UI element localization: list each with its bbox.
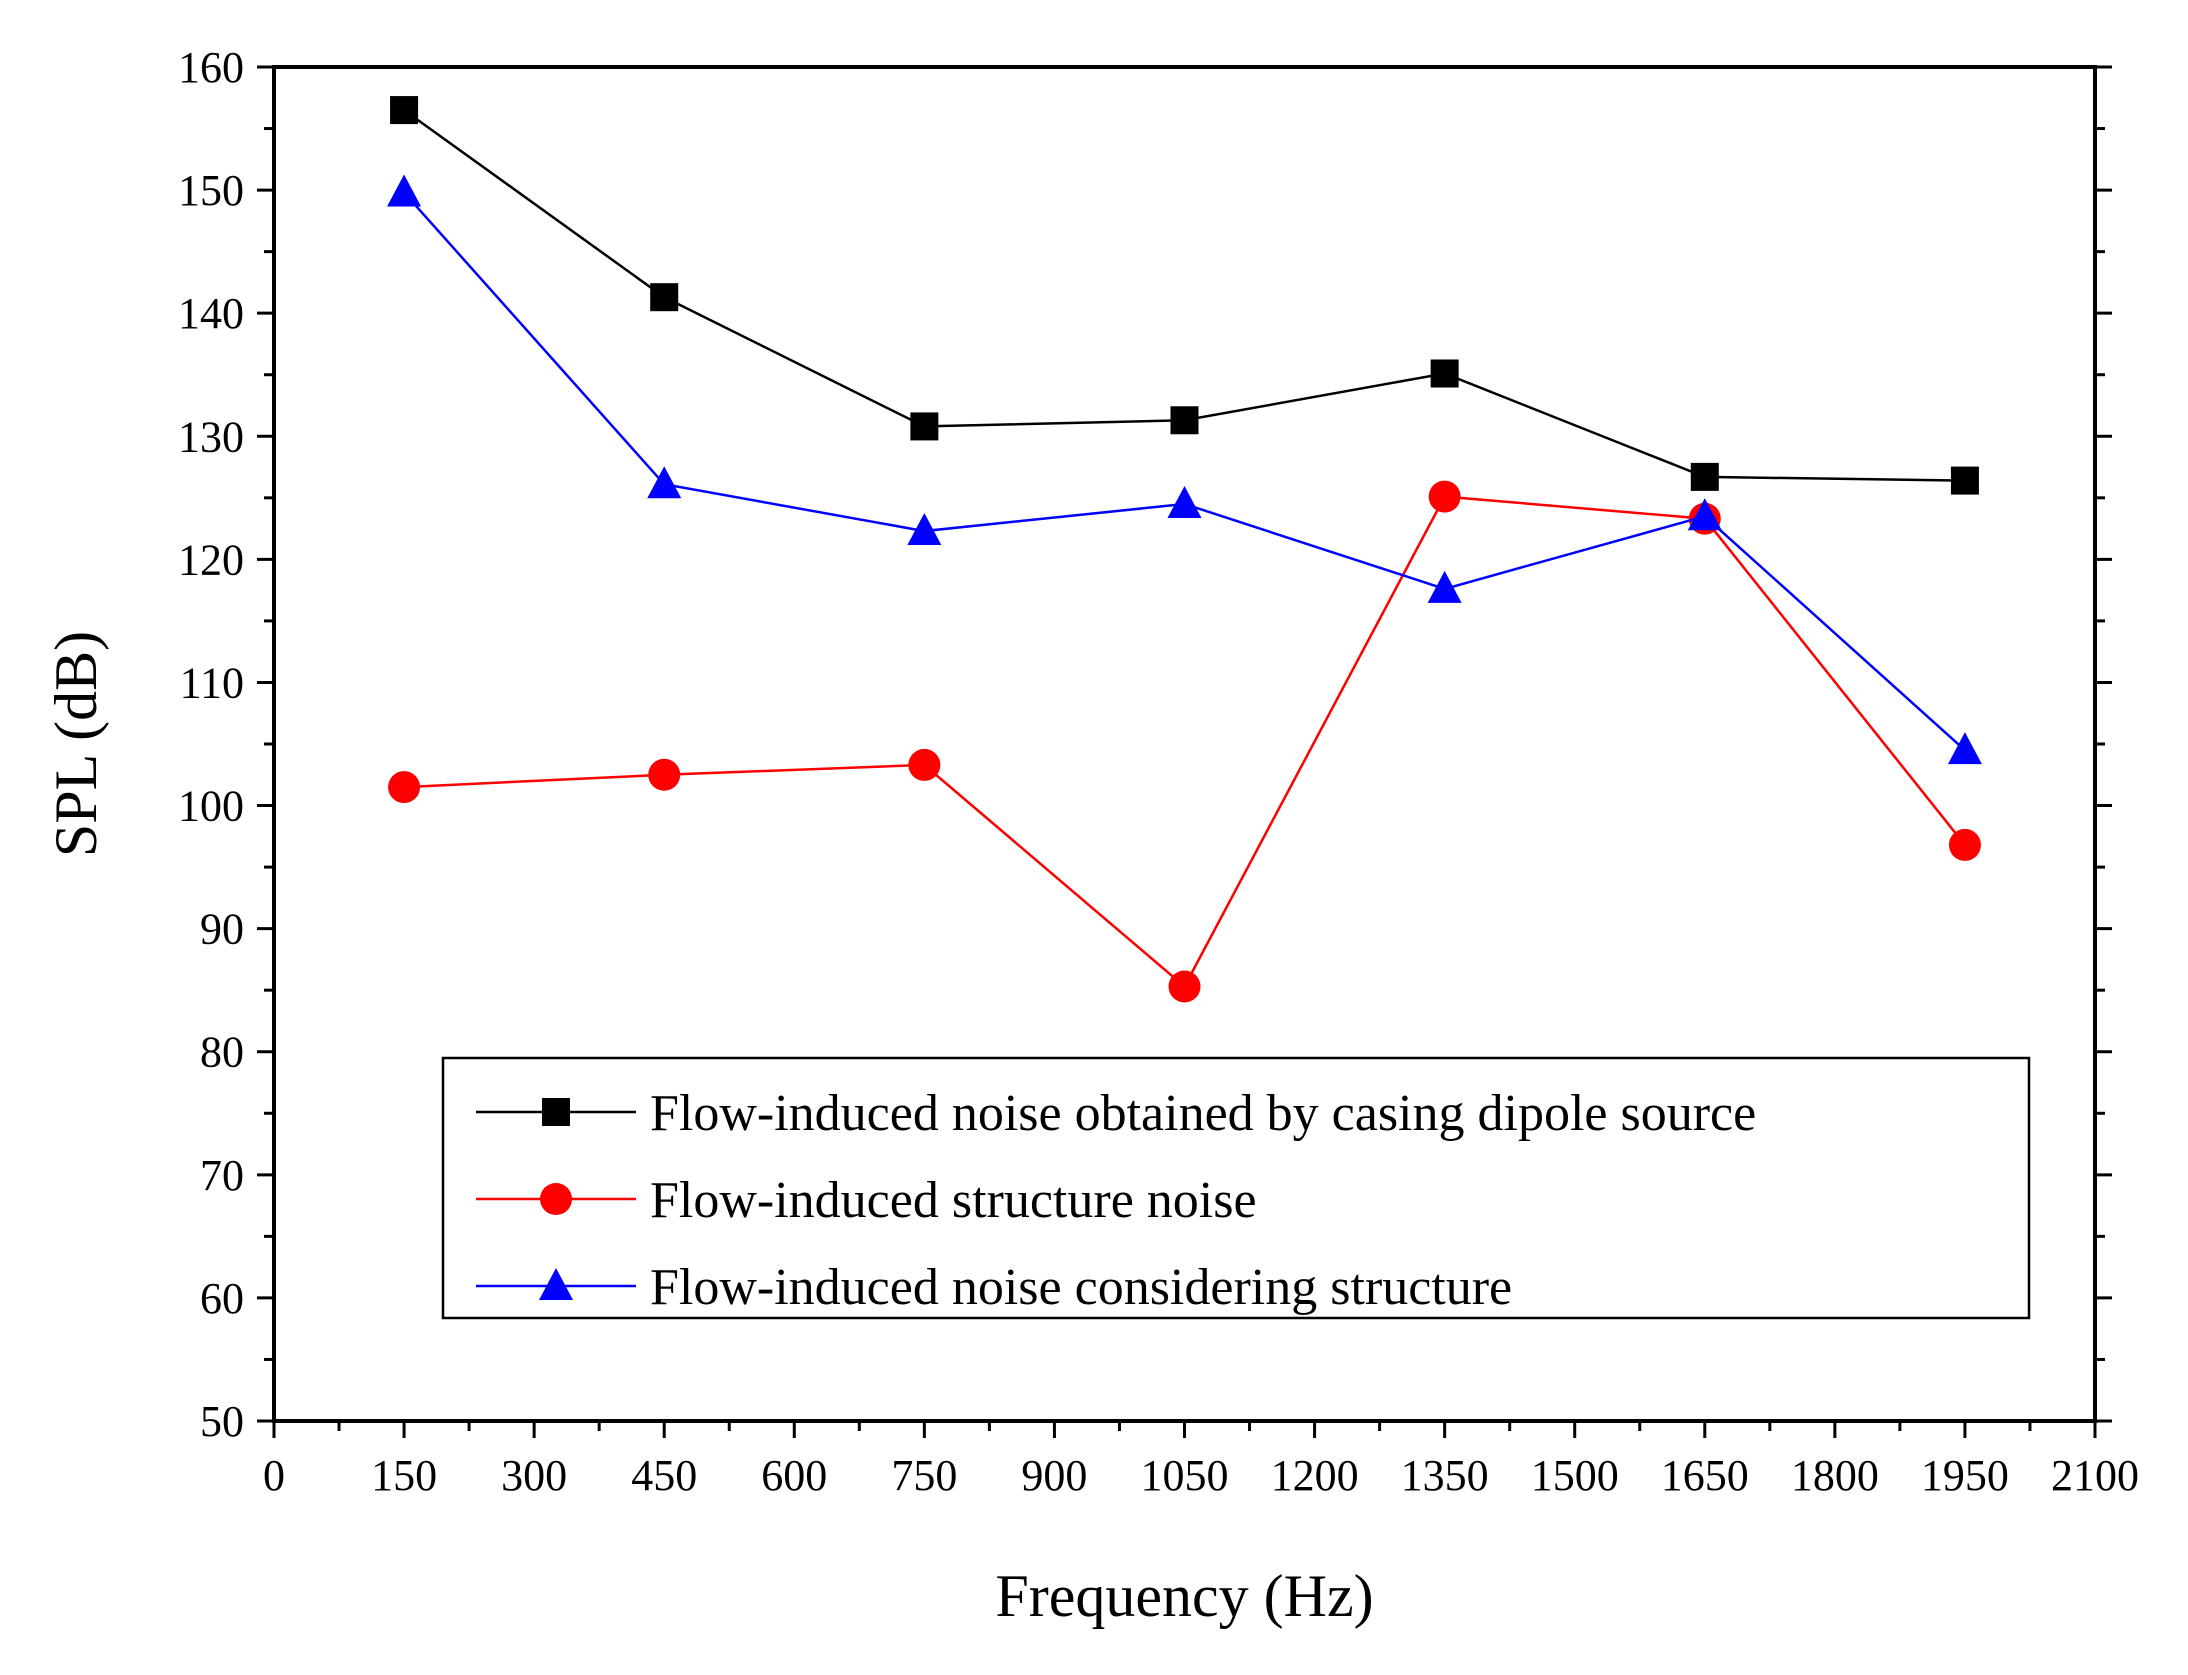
data-point [1687,498,1722,531]
data-point [648,758,681,791]
y-axis-title: SPL (dB) [43,631,109,857]
legend-entry: Flow-induced noise considering structure [476,1259,1512,1316]
data-point [1428,480,1461,513]
legend-entry: Flow-induced structure noise [476,1172,1257,1229]
x-tick-label: 1350 [1401,1451,1489,1500]
legend-marker [539,1268,573,1300]
data-point [1947,732,1982,765]
data-point [910,412,939,441]
y-tick-label: 80 [200,1028,244,1077]
y-tick-label: 70 [200,1151,244,1200]
y-tick-label: 130 [178,412,244,461]
data-point [647,466,682,499]
x-tick-label: 450 [631,1451,697,1500]
data-point [1690,462,1719,491]
legend: Flow-induced noise obtained by casing di… [441,1056,2031,1320]
x-tick-label: 0 [263,1451,285,1500]
data-point [1427,570,1462,603]
legend-marker [540,1183,572,1215]
x-tick-label: 1650 [1661,1451,1749,1500]
x-tick-label: 1200 [1271,1451,1359,1500]
y-tick-label: 100 [178,782,244,831]
legend-label: Flow-induced noise considering structure [650,1259,1512,1316]
y-tick-label: 150 [178,166,244,215]
legend-entries: Flow-induced noise obtained by casing di… [476,1085,1756,1316]
legend-label: Flow-induced noise obtained by casing di… [650,1085,1756,1142]
y-tick-label: 60 [200,1274,244,1323]
x-tick-label: 2100 [2051,1451,2139,1500]
data-point [1430,359,1459,388]
data-point [1948,828,1981,861]
tick-labels: 0 150 300 450 600 750 900 1050 1200 1350 1500 1650 1… [178,43,2139,1500]
x-axis-title: Frequency (Hz) [995,1563,1373,1629]
x-tick-label: 1500 [1531,1451,1619,1500]
y-tick-label: 110 [180,658,244,707]
plot-frame [272,65,2097,1423]
legend-box [441,1056,2031,1320]
x-tick-label: 300 [501,1451,567,1500]
x-tick-label: 1050 [1141,1451,1229,1500]
x-tick-label: 900 [1021,1451,1087,1500]
x-tick-label: 150 [371,1451,437,1500]
legend-marker [542,1098,570,1126]
data-point [907,513,942,546]
series-3 [387,174,1982,765]
x-tick-label: 750 [891,1451,957,1500]
series-1 [390,96,1979,495]
x-tick-label: 1950 [1921,1451,2009,1500]
y-tick-label: 90 [200,905,244,954]
data-point [387,174,422,207]
data-point [1170,406,1199,435]
data-point [1950,466,1979,495]
y-tick-label: 120 [178,535,244,584]
x-tick-label: 600 [761,1451,827,1500]
legend-label: Flow-induced structure noise [650,1172,1257,1229]
data-point [388,771,421,804]
y-tick-label: 160 [178,43,244,92]
data-point [1167,485,1202,518]
data-point [650,283,679,312]
y-tick-label: 140 [178,289,244,338]
series-layer [387,96,1982,1003]
data-point [390,96,419,125]
y-tick-label: 50 [200,1397,244,1446]
legend-entry: Flow-induced noise obtained by casing di… [476,1085,1756,1142]
data-point [1168,970,1201,1003]
x-tick-label: 1800 [1791,1451,1879,1500]
data-point [908,748,941,781]
